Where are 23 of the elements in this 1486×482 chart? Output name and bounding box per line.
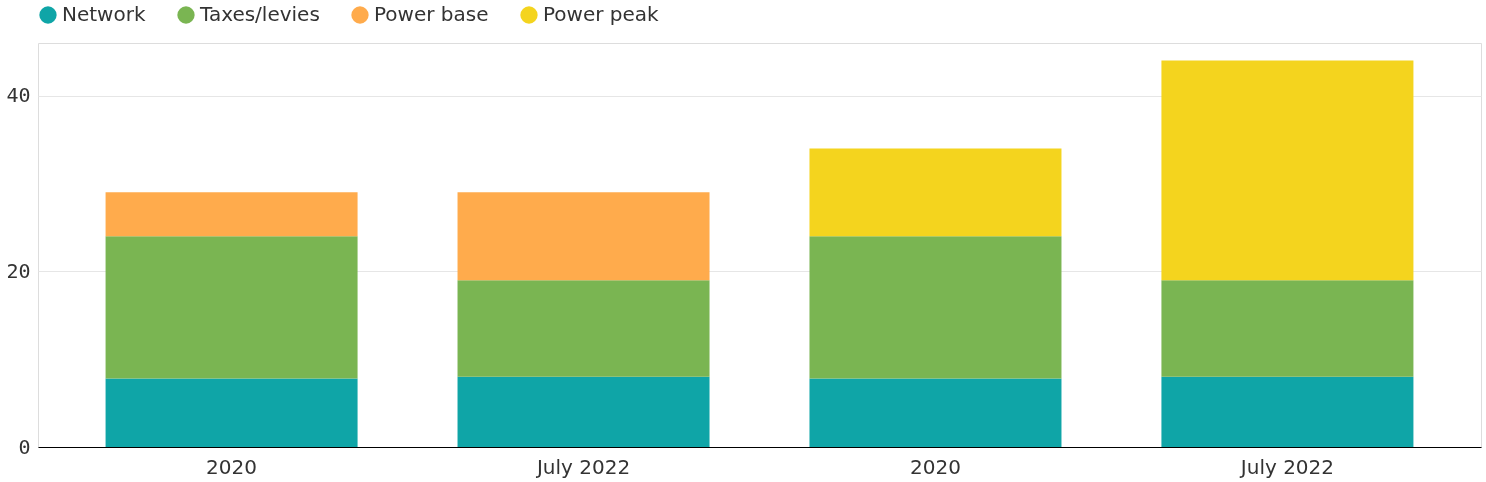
bar (457, 280, 710, 377)
legend-label: Network (62, 2, 146, 26)
legend-label: Power peak (543, 2, 660, 26)
bar (105, 192, 358, 237)
bar (105, 236, 358, 379)
bar (1161, 376, 1414, 447)
x-tick-label: 2020 (206, 454, 258, 479)
y-tick-label: 40 (6, 83, 31, 108)
bar (809, 378, 1062, 447)
y-tick-label: 20 (6, 258, 31, 283)
bar (809, 148, 1062, 237)
bar (457, 192, 710, 281)
x-tick-label: July 2022 (1238, 454, 1335, 479)
y-tick-label: 0 (18, 434, 31, 459)
bar (1161, 60, 1414, 281)
bar (809, 236, 1062, 379)
bar (1161, 280, 1414, 377)
legend-label: Power base (374, 2, 489, 26)
x-tick-label: July 2022 (534, 454, 631, 479)
bar (105, 378, 358, 447)
x-tick-label: 2020 (910, 454, 961, 479)
legend-label: Taxes/levies (199, 2, 320, 26)
bar (457, 376, 710, 447)
